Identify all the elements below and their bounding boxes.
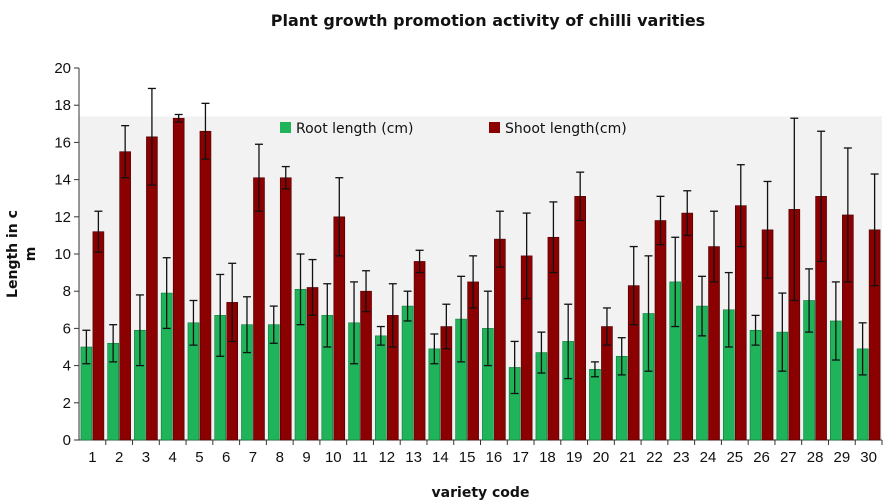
shoot-length-bar (279, 177, 292, 441)
legend-label-shoot-length: Shoot length(cm) (505, 121, 627, 137)
x-tick-label: 21 (619, 449, 636, 466)
shoot-length-bar (494, 238, 506, 441)
y-tick-label: 0 (63, 432, 71, 449)
x-tick-label: 8 (276, 449, 284, 466)
legend-swatch-root-length (280, 122, 291, 133)
y-tick-label: 6 (63, 320, 71, 337)
x-axis-label: variety code (432, 485, 530, 501)
x-tick-label: 12 (378, 449, 395, 466)
y-tick-label: 12 (54, 209, 71, 226)
x-tick-label: 30 (860, 449, 877, 466)
x-tick-label: 13 (405, 449, 422, 466)
y-tick-label: 10 (54, 246, 71, 263)
y-tick-label: 8 (63, 283, 71, 300)
x-tick-label: 16 (486, 449, 503, 466)
x-tick-label: 29 (834, 449, 851, 466)
shoot-length-bar (574, 196, 586, 441)
root-length-bar (401, 305, 414, 441)
shoot-length-bar (413, 261, 426, 441)
x-tick-label: 27 (780, 449, 797, 466)
x-tick-label: 5 (195, 449, 203, 466)
x-tick-label: 7 (249, 449, 257, 466)
shoot-length-bar (654, 220, 667, 441)
x-tick-label: 6 (222, 449, 230, 466)
shoot-length-bar (199, 130, 212, 441)
y-axis-label-line: Length in c (5, 210, 21, 298)
plot-area (79, 116, 882, 441)
x-tick-label: 19 (566, 449, 583, 466)
x-tick-label: 3 (142, 449, 150, 466)
x-tick-label: 28 (807, 449, 824, 466)
legend-label-root-length: Root length (cm) (296, 121, 414, 137)
shoot-length-bar (172, 117, 185, 441)
x-tick-label: 4 (169, 449, 177, 466)
shoot-length-bar (119, 151, 131, 441)
x-tick-label: 10 (325, 449, 342, 466)
y-tick-label: 20 (54, 60, 71, 77)
x-tick-label: 18 (539, 449, 556, 466)
root-length-bar (749, 329, 762, 441)
x-tick-label: 24 (700, 449, 717, 466)
shoot-length-bar (92, 231, 105, 441)
root-length-bar (589, 369, 601, 441)
shoot-length-bar (360, 290, 372, 441)
legend: Root length (cm) Shoot length(cm) (280, 121, 627, 137)
chart-title: Plant growth promotion activity of chill… (271, 11, 705, 30)
y-tick-label: 18 (54, 97, 71, 114)
legend-swatch-shoot-length (489, 122, 500, 133)
x-tick-label: 25 (726, 449, 743, 466)
x-tick-label: 26 (753, 449, 770, 466)
y-tick-label: 16 (54, 134, 71, 151)
x-tick-label: 14 (432, 449, 449, 466)
x-tick-label: 22 (646, 449, 663, 466)
shoot-length-bar (681, 212, 694, 441)
root-length-bar (375, 335, 387, 441)
bars (80, 87, 881, 441)
x-tick-label: 1 (88, 449, 96, 466)
x-tick-label: 2 (115, 449, 123, 466)
y-tick-label: 4 (63, 358, 71, 375)
shoot-length-bar (253, 177, 265, 441)
x-tick-label: 20 (593, 449, 610, 466)
y-axis-label-line: m (23, 247, 39, 262)
x-tick-label: 23 (673, 449, 690, 466)
x-tick-label: 15 (459, 449, 476, 466)
x-tick-label: 9 (302, 449, 310, 466)
x-tick-label: 11 (352, 449, 368, 466)
y-tick-label: 2 (63, 395, 71, 412)
x-tick-label: 17 (512, 449, 529, 466)
y-tick-label: 14 (54, 172, 71, 189)
